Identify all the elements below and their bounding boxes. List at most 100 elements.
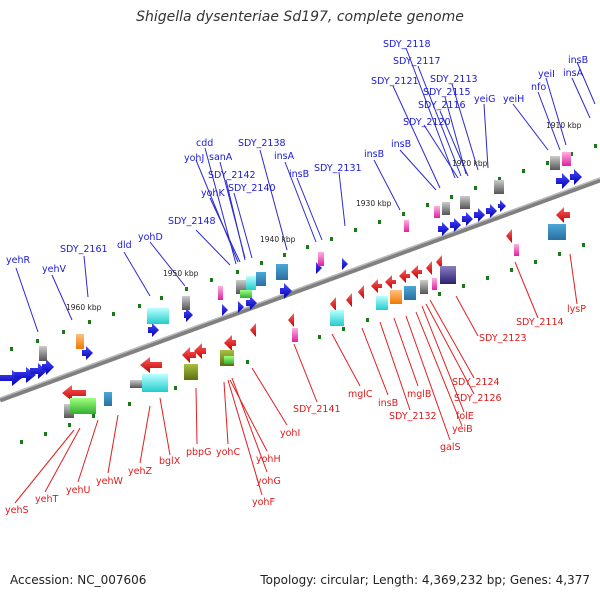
gene-label-bglX: bglX xyxy=(159,456,181,467)
gene-arrow xyxy=(506,229,512,243)
gene-label-SDY_2132: SDY_2132 xyxy=(389,411,437,422)
gene-label-yohJ: yohJ xyxy=(184,153,204,164)
gene-arrow xyxy=(450,218,461,232)
gene-label-sanA: sanA xyxy=(209,152,233,163)
gene-label-SDY_2140: SDY_2140 xyxy=(228,183,276,194)
gene-label-SDY_2120: SDY_2120 xyxy=(403,117,451,128)
gene-box xyxy=(330,310,344,326)
gene-label-SDY_2117: SDY_2117 xyxy=(393,56,441,67)
gene-arrow xyxy=(62,385,86,401)
gene-arrow xyxy=(385,275,396,289)
gene-box xyxy=(236,280,246,294)
gene-arrow xyxy=(140,357,162,373)
gene-box xyxy=(404,286,416,300)
gene-box xyxy=(432,278,437,290)
gene-box xyxy=(142,374,168,392)
gene-box xyxy=(440,266,456,284)
gene-arrow xyxy=(194,343,206,359)
gene-arrow xyxy=(556,173,570,189)
gene-label-insB-2: insB xyxy=(364,149,384,160)
gene-arrow xyxy=(222,304,228,316)
gene-arrow xyxy=(411,265,422,279)
top-gene-labels: yehR yehV SDY_2161 dld yohD SDY_2148 yoh… xyxy=(6,39,588,275)
leader-lines xyxy=(14,47,596,504)
gene-label-SDY_2124: SDY_2124 xyxy=(452,377,500,388)
gene-arrow xyxy=(462,212,473,226)
gene-label-SDY_2115: SDY_2115 xyxy=(423,87,471,98)
bottom-gene-labels: yehS yehT yehU yehW yehZ bglX pbpG yohC … xyxy=(5,304,586,516)
gene-label-yohH: yohH xyxy=(256,454,281,465)
gene-label-insB-1: insB xyxy=(289,169,309,180)
gene-label-cdd: cdd xyxy=(196,138,213,149)
gene-label-yeiI: yeiI xyxy=(538,69,555,80)
gene-box xyxy=(562,152,571,166)
gene-box xyxy=(182,296,190,310)
gene-label-SDY_2121: SDY_2121 xyxy=(371,76,419,87)
gene-label-SDY_2113: SDY_2113 xyxy=(430,74,478,85)
gene-arrow xyxy=(556,207,570,223)
gene-box xyxy=(318,252,324,266)
gene-box xyxy=(494,180,504,194)
gene-box xyxy=(184,364,198,380)
gene-label-yehW: yehW xyxy=(96,476,123,487)
reverse-genes xyxy=(62,207,570,418)
gene-label-SDY_2142: SDY_2142 xyxy=(208,170,256,181)
gene-label-SDY_2126: SDY_2126 xyxy=(454,393,502,404)
gene-arrow xyxy=(474,208,485,222)
gene-label-yeiG: yeiG xyxy=(474,94,495,105)
gene-arrow xyxy=(224,335,236,351)
gene-label-mglB: mglB xyxy=(407,389,431,400)
gene-arrow xyxy=(316,262,322,274)
scale-label-1940: 1940 kbp xyxy=(260,235,296,244)
gene-label-yehS: yehS xyxy=(5,505,29,516)
gene-box xyxy=(404,220,409,232)
genome-backbone xyxy=(0,177,600,403)
gene-label-insB-4: insB xyxy=(568,55,588,66)
gene-label-yeiB: yeiB xyxy=(452,424,473,435)
gene-arrow xyxy=(436,255,442,269)
scale-label-1910: 1910 kbp xyxy=(546,121,582,130)
scale-label-1920: 1920 kbp xyxy=(452,159,488,168)
gene-label-yohG: yohG xyxy=(256,476,281,487)
gene-box xyxy=(460,196,470,209)
forward-genes xyxy=(0,152,582,386)
gene-box xyxy=(246,276,256,290)
gene-label-yohC: yohC xyxy=(216,447,240,458)
gene-arrow xyxy=(358,285,364,299)
scale-label-1930: 1930 kbp xyxy=(356,199,392,208)
gene-box xyxy=(240,290,252,298)
gene-label-SDY_2123: SDY_2123 xyxy=(479,333,527,344)
gene-box xyxy=(390,290,402,304)
gene-box xyxy=(256,272,266,286)
gene-arrow xyxy=(82,346,93,360)
gene-box xyxy=(224,356,234,364)
gene-box xyxy=(70,398,96,414)
gene-label-galS: galS xyxy=(440,442,461,453)
gene-label-SDY_2131: SDY_2131 xyxy=(314,163,362,174)
gene-arrow xyxy=(280,283,292,299)
gene-label-yehR: yehR xyxy=(6,255,30,266)
gene-box xyxy=(548,224,566,240)
gene-label-lysP: lysP xyxy=(567,304,586,315)
gene-label-SDY_2161: SDY_2161 xyxy=(60,244,108,255)
gene-box xyxy=(434,206,440,218)
gene-arrow xyxy=(30,363,47,379)
gene-arrow xyxy=(486,204,497,218)
gene-arrow xyxy=(399,269,410,283)
gene-arrow xyxy=(438,222,449,236)
gene-label-yehU: yehU xyxy=(66,485,90,496)
gene-label-yohD: yohD xyxy=(138,232,163,243)
gene-label-insB-3: insB xyxy=(391,139,411,150)
gene-label-pbpG: pbpG xyxy=(186,447,211,458)
gene-label-SDY_2138: SDY_2138 xyxy=(238,138,286,149)
gene-arrow xyxy=(184,308,193,322)
gene-label-insB-5: insB xyxy=(378,398,398,409)
gene-arrow xyxy=(498,200,506,212)
gene-box xyxy=(420,280,428,294)
gene-box xyxy=(64,404,74,418)
gene-box xyxy=(276,264,288,280)
gene-label-yehV: yehV xyxy=(42,264,66,275)
gene-label-insA: insA xyxy=(274,151,295,162)
gene-arrow xyxy=(330,297,336,311)
